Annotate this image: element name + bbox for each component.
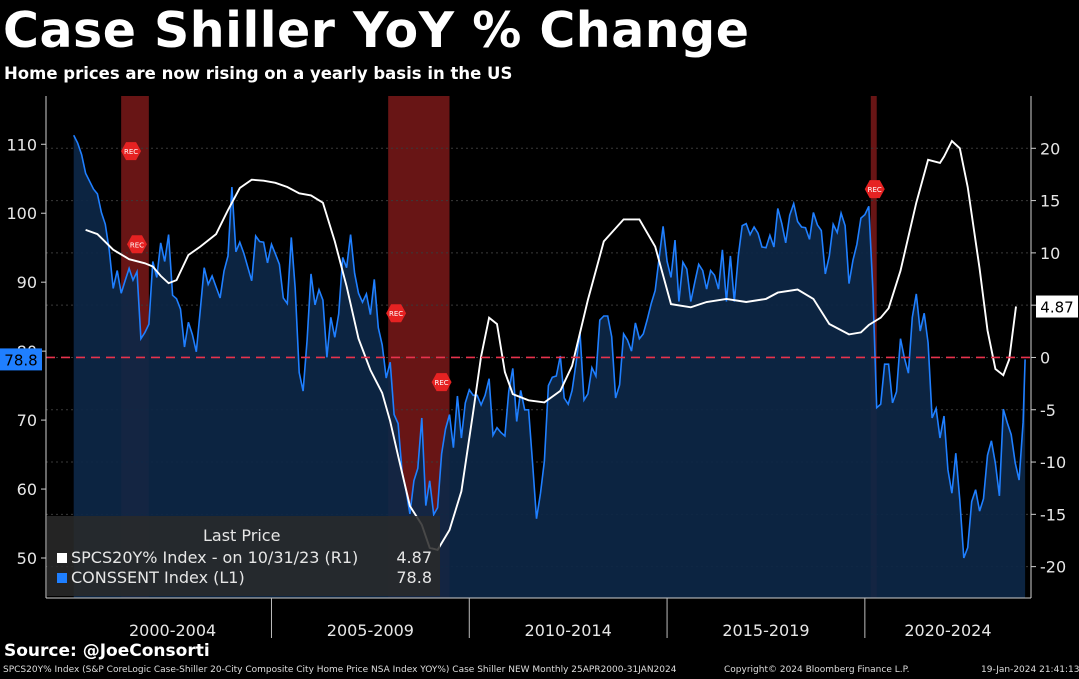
rec-marker-shape [121,142,142,161]
x-tick-label: 2000-2004 [129,621,216,640]
x-tick-label: 2020-2024 [904,621,991,640]
current-left-box [0,348,42,371]
legend-row-blue: CONSSENT Index (L1) [57,568,245,587]
rec-marker-label: REC [389,310,403,318]
chart-subtitle: Home prices are now rising on a yearly b… [4,64,513,83]
footer-copyright: Copyright© 2024 Bloomberg Finance L.P. [724,665,910,675]
rec-marker-shape [431,373,452,392]
legend-label-blue: CONSSENT Index (L1) [71,568,245,587]
chart-title: Case Shiller YoY % Change [3,2,750,59]
rec-marker-label: REC [434,379,448,387]
right-tick-label: 15 [1040,192,1060,211]
x-tick-label: 2005-2009 [327,621,414,640]
blue-series-area [73,135,1026,599]
right-tick-label: -15 [1040,505,1066,524]
left-tick-label: 70 [17,411,37,430]
rec-marker-shape [386,304,407,323]
left-tick-label: 60 [17,480,37,499]
rec-marker-shape [126,235,147,254]
left-tick-label: 50 [17,549,37,568]
footer-timestamp: 19-Jan-2024 21:41:13 [981,665,1079,675]
left-tick-label: 90 [17,273,37,292]
rec-markers: REC REC REC REC REC [121,142,885,392]
left-tick-label: 110 [6,135,37,154]
footer-series-description: SPCS20Y% Index (S&P CoreLogic Case-Shill… [3,665,677,675]
legend-title: Last Price [203,526,281,545]
legend-row-white: SPCS20Y% Index - on 10/31/23 (R1) [57,548,358,567]
left-tick-label: 100 [6,204,37,223]
right-tick-label: -5 [1040,401,1056,420]
x-tick-label: 2015-2019 [722,621,809,640]
rec-marker-shape [864,180,885,199]
blue-series-line [72,134,1026,559]
right-tick-label: -20 [1040,558,1066,577]
rec-marker-label: REC [130,241,144,249]
rec-marker-label: REC [124,148,138,156]
x-tick-labels: 2000-2004 2005-2009 2010-2014 2015-2019 2020… [129,598,992,640]
source-credit: Source: @JoeConsorti [4,641,210,661]
right-tick-label: 0 [1040,348,1050,367]
legend-box: Last Price SPCS20Y% Index - on 10/31/23 … [47,516,440,596]
legend-label-white: SPCS20Y% Index - on 10/31/23 (R1) [71,548,359,567]
blue-swatch [57,573,67,583]
current-right-label: 4.87 [1040,299,1073,317]
current-value-labels: 78.8 4.87 [0,295,1078,371]
right-tick-label: 10 [1040,244,1060,263]
legend-value-white: 4.87 [396,548,432,567]
right-tick-label: 20 [1040,139,1060,158]
white-series-line [85,139,1017,552]
current-left-label: 78.8 [4,351,37,369]
right-tick-label: -10 [1040,453,1066,472]
current-right-box [1036,295,1078,318]
rec-marker-label: REC [868,186,882,194]
x-tick-label: 2010-2014 [525,621,612,640]
legend-value-blue: 78.8 [396,568,432,587]
white-swatch [57,553,67,563]
